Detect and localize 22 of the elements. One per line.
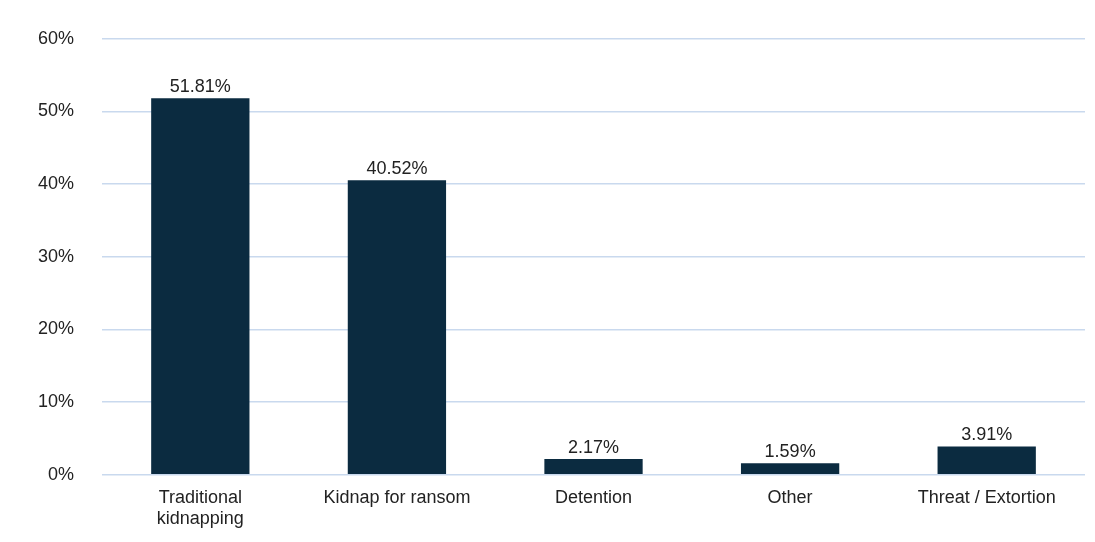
bar [347, 180, 447, 475]
data-label: 3.91% [961, 424, 1013, 445]
bar [544, 459, 643, 475]
data-label: 40.52% [366, 158, 428, 179]
bar [937, 446, 1036, 475]
x-tick-label: Kidnap for ransom [323, 486, 471, 507]
bar [740, 463, 840, 475]
y-tick-label: 40% [38, 173, 75, 194]
y-tick-label: 0% [48, 463, 75, 484]
y-tick-label: 10% [38, 391, 75, 412]
data-label: 51.81% [169, 76, 231, 97]
x-tick-label: Threat / Extortion [917, 486, 1056, 507]
x-tick-label: Traditional kidnapping [156, 486, 244, 529]
x-tick-label: Detention [554, 486, 633, 507]
data-label: 1.59% [764, 441, 816, 462]
x-tick-label: Other [767, 486, 813, 507]
bar [151, 98, 250, 475]
y-tick-label: 20% [38, 318, 75, 339]
y-tick-label: 30% [38, 245, 75, 266]
data-label: 2.17% [567, 437, 620, 457]
y-tick-label: 50% [38, 100, 75, 121]
y-tick-label: 60% [38, 27, 75, 48]
